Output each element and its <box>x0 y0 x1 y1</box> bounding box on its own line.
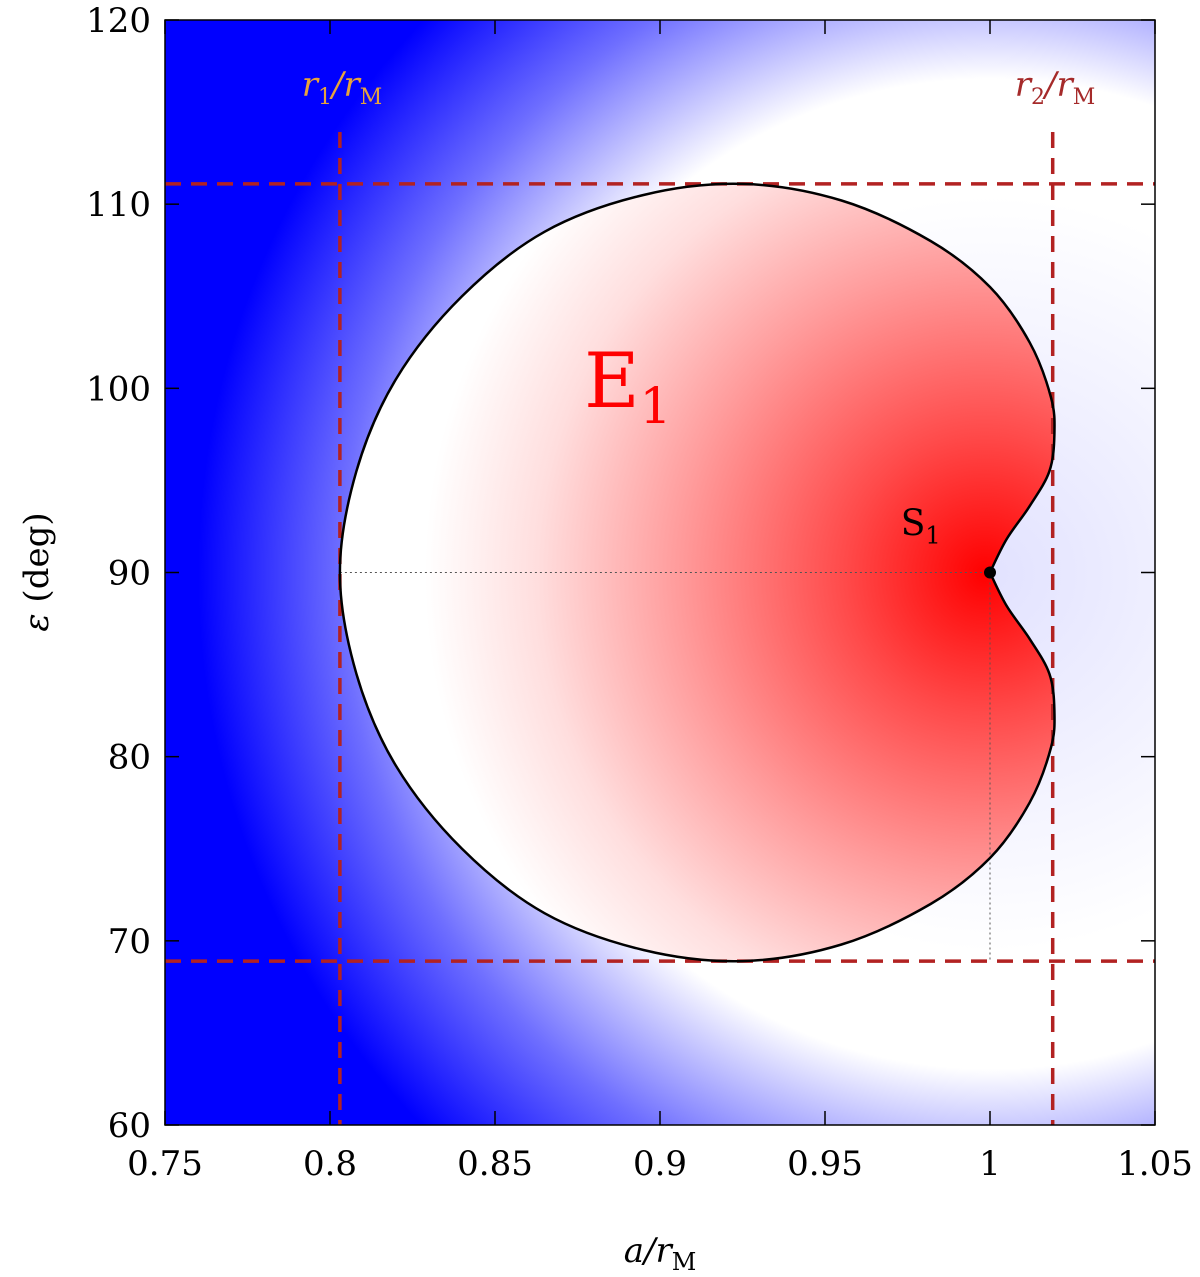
x-tick-label: 1.05 <box>1117 1144 1193 1184</box>
axis-ticks <box>164 19 1156 1126</box>
y-tick-label: 80 <box>108 738 151 778</box>
s1-annotation: S1 <box>901 504 941 550</box>
e1-annotation: E1 <box>584 336 671 435</box>
saddle-point-s1 <box>984 566 996 579</box>
y-tick-label: 90 <box>108 554 151 594</box>
y-tick-label: 100 <box>86 369 151 409</box>
r1-label: r1/rM <box>302 65 383 110</box>
y-tick-label: 110 <box>86 185 151 225</box>
r2-label: r2/rM <box>1015 65 1096 110</box>
y-tick-label: 70 <box>108 922 151 962</box>
e1-region-fill <box>339 183 1055 962</box>
x-tick-label: 0.75 <box>127 1144 203 1184</box>
y-axis-label: ε (deg) <box>17 512 57 631</box>
y-tick-label: 120 <box>86 1 151 41</box>
x-tick-label: 0.85 <box>457 1144 533 1184</box>
x-tick-label: 0.95 <box>787 1144 863 1184</box>
y-tick-label: 60 <box>108 1106 151 1146</box>
x-tick-label: 0.8 <box>303 1144 357 1184</box>
axis-tick-labels: 0.75 0.8 0.85 0.9 0.95 1 1.05 60 70 80 90 100 110 120 <box>86 1 1193 1184</box>
reference-lines <box>165 132 1155 1125</box>
e1-contour <box>338 182 1056 963</box>
x-axis-label: a/rM <box>624 1231 697 1276</box>
x-tick-label: 0.9 <box>633 1144 687 1184</box>
x-tick-label: 1 <box>979 1144 1001 1184</box>
